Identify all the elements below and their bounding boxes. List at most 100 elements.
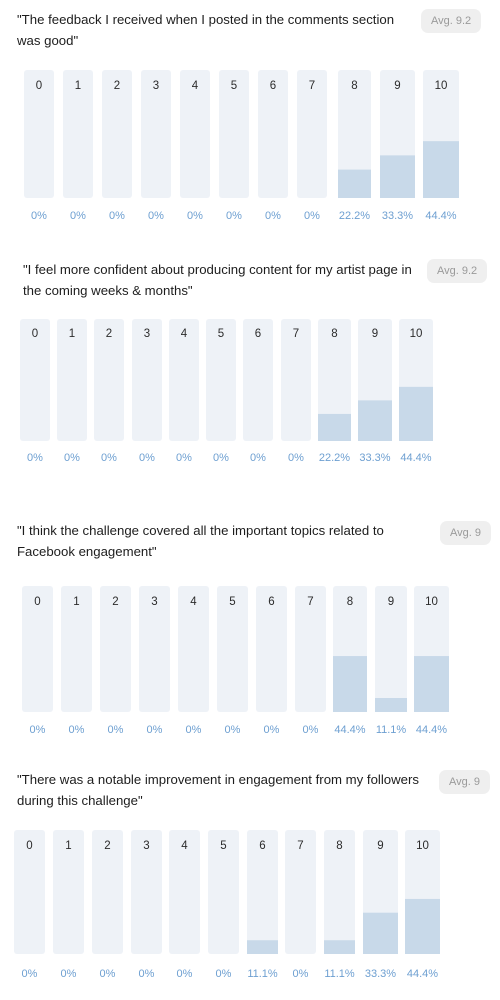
rating-score-label: 4 bbox=[190, 596, 197, 608]
rating-track-5 bbox=[206, 319, 236, 441]
average-badge: Avg. 9 bbox=[440, 521, 491, 545]
rating-score-label: 1 bbox=[75, 80, 81, 92]
rating-percent-label: 44.4% bbox=[425, 210, 456, 222]
rating-score-label: 10 bbox=[416, 840, 429, 852]
rating-bar-8 bbox=[338, 169, 371, 198]
rating-score-label: 8 bbox=[336, 840, 342, 852]
survey-question-1: "The feedback I received when I posted i… bbox=[0, 0, 500, 240]
rating-track-8 bbox=[338, 70, 371, 198]
rating-track-3 bbox=[131, 830, 162, 954]
question-title: "I think the challenge covered all the i… bbox=[17, 523, 384, 559]
rating-percent-label: 0% bbox=[303, 724, 319, 736]
rating-track-6 bbox=[247, 830, 278, 954]
rating-bar-9 bbox=[380, 155, 415, 198]
rating-percent-label: 0% bbox=[139, 452, 155, 464]
rating-bar-10 bbox=[405, 898, 440, 954]
rating-track-0 bbox=[14, 830, 45, 954]
rating-percent-label: 0% bbox=[265, 210, 281, 222]
rating-score-label: 3 bbox=[151, 596, 157, 608]
rating-score-label: 9 bbox=[372, 328, 378, 340]
rating-score-label: 1 bbox=[69, 328, 75, 340]
rating-score-label: 7 bbox=[297, 840, 303, 852]
rating-score-label: 9 bbox=[388, 596, 394, 608]
survey-question-2: "I feel more confident about producing c… bbox=[0, 250, 500, 490]
rating-score-label: 1 bbox=[73, 596, 79, 608]
rating-score-label: 6 bbox=[268, 596, 274, 608]
rating-track-3 bbox=[141, 70, 171, 198]
rating-percent-label: 0% bbox=[293, 968, 309, 980]
rating-bar-8 bbox=[318, 413, 351, 441]
rating-track-1 bbox=[63, 70, 93, 198]
rating-score-label: 0 bbox=[32, 328, 38, 340]
rating-percent-label: 0% bbox=[176, 452, 192, 464]
rating-bar-10 bbox=[414, 656, 449, 712]
rating-track-6 bbox=[256, 586, 287, 712]
rating-score-label: 10 bbox=[435, 80, 448, 92]
rating-track-4 bbox=[169, 830, 200, 954]
survey-question-3: "I think the challenge covered all the i… bbox=[0, 510, 500, 750]
survey-question-4: "There was a notable improvement in enga… bbox=[0, 760, 500, 1000]
rating-track-2 bbox=[100, 586, 131, 712]
rating-percent-label: 44.4% bbox=[400, 452, 431, 464]
rating-percent-label: 44.4% bbox=[416, 724, 447, 736]
rating-percent-label: 0% bbox=[226, 210, 242, 222]
rating-score-label: 5 bbox=[229, 596, 235, 608]
rating-percent-label: 0% bbox=[177, 968, 193, 980]
rating-track-7 bbox=[281, 319, 311, 441]
rating-track-4 bbox=[169, 319, 199, 441]
rating-percent-label: 0% bbox=[187, 210, 203, 222]
rating-percent-label: 0% bbox=[186, 724, 202, 736]
rating-track-6 bbox=[243, 319, 273, 441]
average-badge: Avg. 9 bbox=[439, 770, 490, 794]
rating-percent-label: 33.3% bbox=[365, 968, 396, 980]
rating-score-label: 8 bbox=[351, 80, 357, 92]
rating-distribution-chart: 0 0% 1 0% 2 0% 3 0% 4 0% 5 0% 6 11.1% 7 0% 8 11.1% 9 33.3% 1… bbox=[14, 830, 440, 980]
rating-score-label: 7 bbox=[293, 328, 299, 340]
rating-track-7 bbox=[297, 70, 327, 198]
rating-score-label: 7 bbox=[309, 80, 315, 92]
rating-track-6 bbox=[258, 70, 288, 198]
rating-percent-label: 0% bbox=[250, 452, 266, 464]
rating-score-label: 3 bbox=[143, 840, 149, 852]
rating-bar-8 bbox=[324, 940, 355, 954]
rating-percent-label: 0% bbox=[109, 210, 125, 222]
rating-bar-8 bbox=[333, 656, 367, 712]
rating-percent-label: 0% bbox=[264, 724, 280, 736]
rating-distribution-chart: 0 0% 1 0% 2 0% 3 0% 4 0% 5 0% 6 0% 7 0% 8 44.4% 9 11.1% 10 44… bbox=[22, 586, 449, 736]
rating-percent-label: 0% bbox=[27, 452, 43, 464]
rating-percent-label: 0% bbox=[216, 968, 232, 980]
rating-bar-9 bbox=[363, 912, 398, 954]
rating-percent-label: 0% bbox=[101, 452, 117, 464]
rating-score-label: 0 bbox=[34, 596, 40, 608]
rating-track-2 bbox=[102, 70, 132, 198]
rating-score-label: 2 bbox=[106, 328, 112, 340]
rating-score-label: 9 bbox=[377, 840, 383, 852]
rating-percent-label: 11.1% bbox=[376, 724, 407, 736]
rating-percent-label: 0% bbox=[304, 210, 320, 222]
rating-percent-label: 0% bbox=[69, 724, 85, 736]
rating-track-3 bbox=[139, 586, 170, 712]
rating-bar-10 bbox=[399, 386, 433, 441]
rating-percent-label: 0% bbox=[64, 452, 80, 464]
rating-score-label: 2 bbox=[112, 596, 118, 608]
rating-score-label: 10 bbox=[425, 596, 438, 608]
rating-track-1 bbox=[61, 586, 92, 712]
rating-score-label: 4 bbox=[192, 80, 199, 92]
rating-percent-label: 0% bbox=[22, 968, 38, 980]
rating-track-0 bbox=[20, 319, 50, 441]
rating-score-label: 3 bbox=[144, 328, 150, 340]
rating-percent-label: 0% bbox=[61, 968, 77, 980]
rating-track-2 bbox=[92, 830, 123, 954]
rating-track-9 bbox=[375, 586, 407, 712]
average-badge: Avg. 9.2 bbox=[427, 259, 488, 283]
rating-percent-label: 0% bbox=[30, 724, 46, 736]
rating-track-7 bbox=[295, 586, 326, 712]
rating-percent-label: 22.2% bbox=[319, 452, 350, 464]
rating-score-label: 7 bbox=[307, 596, 313, 608]
rating-percent-label: 22.2% bbox=[339, 210, 370, 222]
rating-track-0 bbox=[22, 586, 53, 712]
average-badge: Avg. 9.2 bbox=[421, 9, 482, 33]
rating-percent-label: 0% bbox=[148, 210, 164, 222]
rating-score-label: 10 bbox=[410, 328, 423, 340]
rating-bar-6 bbox=[247, 940, 278, 954]
